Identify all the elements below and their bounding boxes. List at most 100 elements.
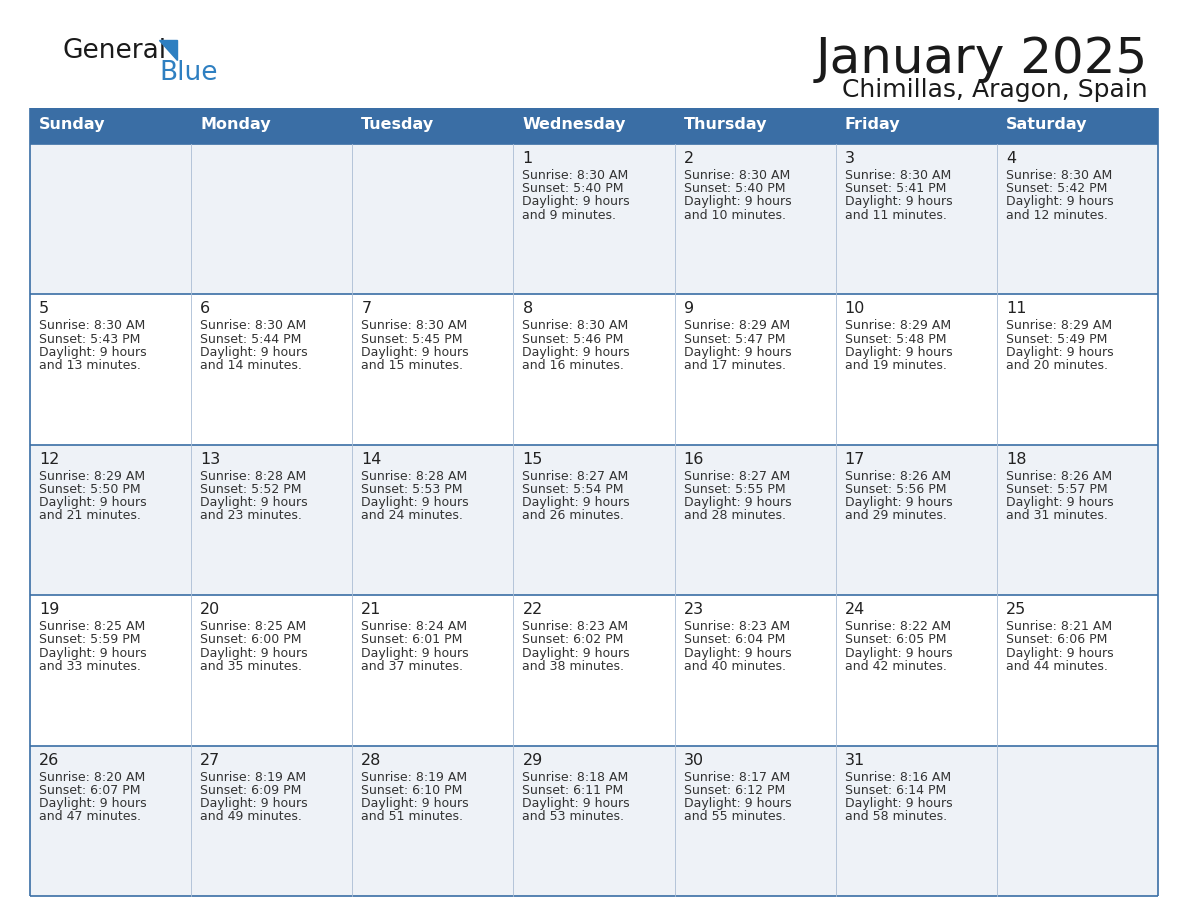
Text: Daylight: 9 hours: Daylight: 9 hours xyxy=(845,497,953,509)
Text: Sunset: 5:47 PM: Sunset: 5:47 PM xyxy=(683,332,785,345)
Text: 30: 30 xyxy=(683,753,703,767)
Bar xyxy=(997,144,1158,295)
Text: Sunset: 5:48 PM: Sunset: 5:48 PM xyxy=(845,332,946,345)
Text: Sunrise: 8:27 AM: Sunrise: 8:27 AM xyxy=(683,470,790,483)
Text: Sunset: 6:00 PM: Sunset: 6:00 PM xyxy=(200,633,302,646)
Text: Sunset: 6:05 PM: Sunset: 6:05 PM xyxy=(845,633,946,646)
Bar xyxy=(835,745,997,896)
Bar xyxy=(191,445,353,595)
Bar xyxy=(353,745,513,896)
Text: Sunset: 6:06 PM: Sunset: 6:06 PM xyxy=(1006,633,1107,646)
Text: and 53 minutes.: and 53 minutes. xyxy=(523,811,625,823)
Text: Sunset: 6:02 PM: Sunset: 6:02 PM xyxy=(523,633,624,646)
Text: Friday: Friday xyxy=(845,118,901,132)
Text: Daylight: 9 hours: Daylight: 9 hours xyxy=(1006,497,1113,509)
Text: 15: 15 xyxy=(523,452,543,466)
Bar xyxy=(835,445,997,595)
Bar xyxy=(675,144,835,295)
Text: Sunset: 5:44 PM: Sunset: 5:44 PM xyxy=(200,332,302,345)
Bar xyxy=(997,445,1158,595)
Text: and 14 minutes.: and 14 minutes. xyxy=(200,359,302,372)
Text: Chimillas, Aragon, Spain: Chimillas, Aragon, Spain xyxy=(842,78,1148,102)
Text: Sunrise: 8:23 AM: Sunrise: 8:23 AM xyxy=(523,621,628,633)
Text: Daylight: 9 hours: Daylight: 9 hours xyxy=(683,797,791,810)
Bar xyxy=(30,745,191,896)
Text: Sunset: 5:42 PM: Sunset: 5:42 PM xyxy=(1006,182,1107,196)
Text: and 19 minutes.: and 19 minutes. xyxy=(845,359,947,372)
Text: Sunset: 5:40 PM: Sunset: 5:40 PM xyxy=(523,182,624,196)
Text: Sunrise: 8:27 AM: Sunrise: 8:27 AM xyxy=(523,470,628,483)
Text: Daylight: 9 hours: Daylight: 9 hours xyxy=(361,346,469,359)
Text: Daylight: 9 hours: Daylight: 9 hours xyxy=(1006,646,1113,660)
Text: 24: 24 xyxy=(845,602,865,617)
Text: Sunset: 5:40 PM: Sunset: 5:40 PM xyxy=(683,182,785,196)
Text: 27: 27 xyxy=(200,753,221,767)
Text: Daylight: 9 hours: Daylight: 9 hours xyxy=(845,646,953,660)
Text: Daylight: 9 hours: Daylight: 9 hours xyxy=(523,646,630,660)
Bar xyxy=(30,108,191,144)
Text: 12: 12 xyxy=(39,452,59,466)
Text: Sunset: 6:12 PM: Sunset: 6:12 PM xyxy=(683,784,785,797)
Text: 18: 18 xyxy=(1006,452,1026,466)
Text: Sunrise: 8:23 AM: Sunrise: 8:23 AM xyxy=(683,621,790,633)
Text: and 51 minutes.: and 51 minutes. xyxy=(361,811,463,823)
Text: and 55 minutes.: and 55 minutes. xyxy=(683,811,785,823)
Text: Sunset: 5:55 PM: Sunset: 5:55 PM xyxy=(683,483,785,496)
Text: and 15 minutes.: and 15 minutes. xyxy=(361,359,463,372)
Text: and 35 minutes.: and 35 minutes. xyxy=(200,660,302,673)
Text: and 58 minutes.: and 58 minutes. xyxy=(845,811,947,823)
Bar xyxy=(353,445,513,595)
Text: 1: 1 xyxy=(523,151,532,166)
Text: Sunset: 5:52 PM: Sunset: 5:52 PM xyxy=(200,483,302,496)
Bar xyxy=(513,295,675,445)
Text: Daylight: 9 hours: Daylight: 9 hours xyxy=(200,646,308,660)
Text: 8: 8 xyxy=(523,301,532,317)
Text: and 17 minutes.: and 17 minutes. xyxy=(683,359,785,372)
Text: Sunrise: 8:28 AM: Sunrise: 8:28 AM xyxy=(361,470,468,483)
Text: 17: 17 xyxy=(845,452,865,466)
Bar xyxy=(835,295,997,445)
Text: Sunrise: 8:30 AM: Sunrise: 8:30 AM xyxy=(1006,169,1112,182)
Text: and 9 minutes.: and 9 minutes. xyxy=(523,208,617,221)
Bar xyxy=(675,595,835,745)
Text: January 2025: January 2025 xyxy=(816,35,1148,83)
Text: Sunrise: 8:17 AM: Sunrise: 8:17 AM xyxy=(683,770,790,784)
Text: Sunrise: 8:26 AM: Sunrise: 8:26 AM xyxy=(845,470,950,483)
Bar xyxy=(997,595,1158,745)
Text: Daylight: 9 hours: Daylight: 9 hours xyxy=(39,797,146,810)
Text: Daylight: 9 hours: Daylight: 9 hours xyxy=(845,346,953,359)
Text: Sunset: 5:50 PM: Sunset: 5:50 PM xyxy=(39,483,140,496)
Text: General: General xyxy=(62,38,166,64)
Text: 4: 4 xyxy=(1006,151,1016,166)
Text: 22: 22 xyxy=(523,602,543,617)
Text: Sunrise: 8:29 AM: Sunrise: 8:29 AM xyxy=(683,319,790,332)
Text: Thursday: Thursday xyxy=(683,118,767,132)
Text: and 37 minutes.: and 37 minutes. xyxy=(361,660,463,673)
Text: 9: 9 xyxy=(683,301,694,317)
Bar xyxy=(835,595,997,745)
Text: Daylight: 9 hours: Daylight: 9 hours xyxy=(523,346,630,359)
Text: Daylight: 9 hours: Daylight: 9 hours xyxy=(523,497,630,509)
Text: Sunset: 6:14 PM: Sunset: 6:14 PM xyxy=(845,784,946,797)
Text: Sunrise: 8:29 AM: Sunrise: 8:29 AM xyxy=(1006,319,1112,332)
Text: Monday: Monday xyxy=(200,118,271,132)
Text: Tuesday: Tuesday xyxy=(361,118,435,132)
Text: Daylight: 9 hours: Daylight: 9 hours xyxy=(683,497,791,509)
Text: Sunrise: 8:22 AM: Sunrise: 8:22 AM xyxy=(845,621,950,633)
Text: Sunrise: 8:30 AM: Sunrise: 8:30 AM xyxy=(200,319,307,332)
Text: Daylight: 9 hours: Daylight: 9 hours xyxy=(200,797,308,810)
Bar xyxy=(353,295,513,445)
Text: Sunday: Sunday xyxy=(39,118,106,132)
Bar xyxy=(513,445,675,595)
Text: 19: 19 xyxy=(39,602,59,617)
Text: Sunset: 6:09 PM: Sunset: 6:09 PM xyxy=(200,784,302,797)
Text: and 33 minutes.: and 33 minutes. xyxy=(39,660,141,673)
Text: 29: 29 xyxy=(523,753,543,767)
Bar xyxy=(513,595,675,745)
Bar xyxy=(997,745,1158,896)
Bar xyxy=(191,144,353,295)
Text: Saturday: Saturday xyxy=(1006,118,1087,132)
Bar xyxy=(513,745,675,896)
Text: Sunrise: 8:25 AM: Sunrise: 8:25 AM xyxy=(39,621,145,633)
Text: Sunset: 5:43 PM: Sunset: 5:43 PM xyxy=(39,332,140,345)
